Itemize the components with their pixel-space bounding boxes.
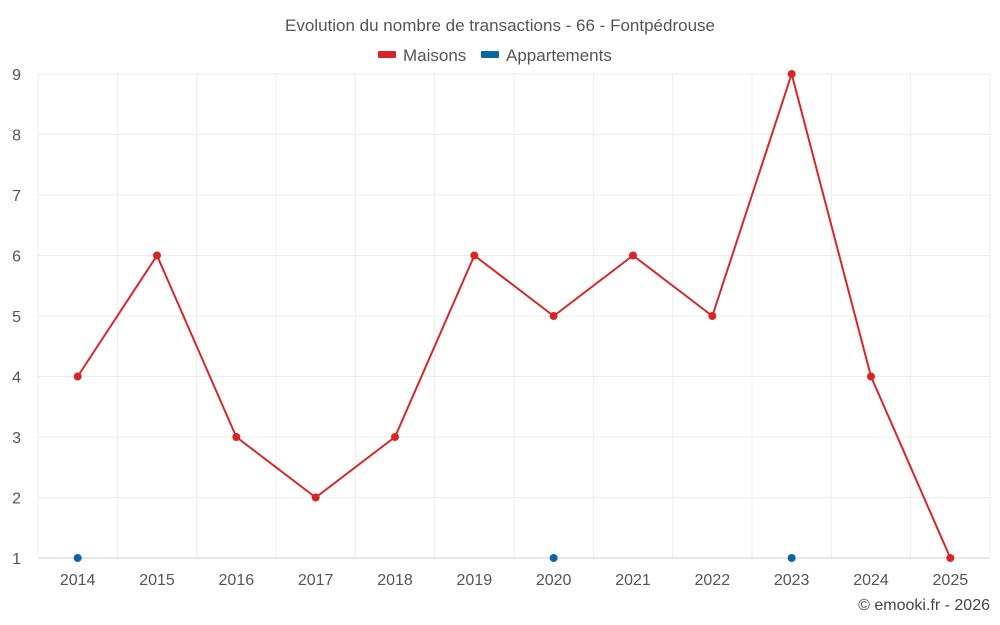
y-tick-label: 5	[12, 309, 21, 326]
x-tick-label: 2019	[457, 572, 493, 589]
x-tick-label: 2023	[774, 572, 810, 589]
x-tick-label: 2016	[219, 572, 255, 589]
x-tick-label: 2022	[695, 572, 731, 589]
legend-label-maisons: Maisons	[403, 46, 466, 65]
y-tick-label: 3	[12, 430, 21, 447]
x-tick-label: 2018	[377, 572, 413, 589]
data-point-maisons-2024[interactable]	[867, 372, 875, 381]
y-tick-label: 2	[12, 491, 21, 508]
x-tick-label: 2024	[853, 572, 889, 589]
data-point-maisons-2014[interactable]	[73, 372, 82, 381]
axes	[37, 74, 990, 559]
y-tick-label: 1	[12, 551, 21, 568]
x-tick-label: 2020	[536, 572, 572, 589]
legend-swatch-appartements	[481, 51, 499, 58]
data-point-maisons-2017[interactable]	[311, 493, 320, 502]
data-point-maisons-2020[interactable]	[549, 312, 558, 320]
chart-title: Evolution du nombre de transactions - 66…	[285, 16, 715, 35]
x-tick-labels: 2014 2015 2016 2017 2018 2019 2020 2021 2022 2023…	[60, 572, 968, 589]
x-tick-label: 2014	[60, 572, 96, 589]
y-tick-label: 8	[12, 128, 21, 145]
data-point-maisons-2025[interactable]	[946, 554, 955, 562]
data-point-appartements-2023[interactable]	[787, 554, 796, 562]
x-tick-label: 2021	[615, 572, 651, 589]
data-point-maisons-2019[interactable]	[470, 251, 479, 260]
legend-item-maisons[interactable]: Maisons	[378, 46, 466, 65]
series-line-maisons	[76, 73, 952, 559]
series-appartements	[73, 554, 796, 562]
y-tick-label: 9	[12, 67, 21, 84]
legend-item-appartements[interactable]: Appartements	[481, 46, 612, 65]
series-layer	[73, 70, 955, 562]
data-point-appartements-2020[interactable]	[549, 554, 558, 562]
legend-label-appartements: Appartements	[506, 46, 612, 65]
credit-text: © emooki.fr - 2026	[858, 597, 990, 614]
data-point-maisons-2023[interactable]	[787, 70, 796, 78]
x-tick-label: 2015	[139, 572, 175, 589]
y-tick-label: 7	[12, 188, 21, 205]
y-tick-labels: 1 2 3 4 5 6 7 8 9	[12, 67, 21, 568]
grid-lines	[37, 73, 991, 558]
y-tick-label: 6	[12, 249, 21, 266]
series-maisons	[73, 70, 955, 562]
data-point-maisons-2015[interactable]	[153, 251, 161, 260]
x-tick-label: 2025	[933, 572, 969, 589]
data-point-appartements-2014[interactable]	[73, 554, 82, 562]
data-point-maisons-2021[interactable]	[629, 251, 637, 260]
data-point-maisons-2016[interactable]	[232, 433, 241, 441]
data-point-maisons-2022[interactable]	[708, 312, 717, 320]
x-tick-label: 2017	[298, 572, 334, 589]
legend: Maisons Appartements	[378, 46, 612, 65]
legend-swatch-maisons	[378, 51, 396, 58]
y-tick-label: 4	[12, 370, 21, 387]
data-point-maisons-2018[interactable]	[391, 433, 399, 441]
